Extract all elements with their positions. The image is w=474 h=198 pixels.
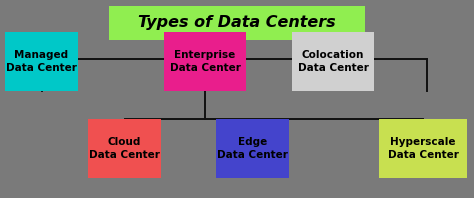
FancyBboxPatch shape [109, 6, 365, 40]
FancyBboxPatch shape [216, 119, 289, 178]
Text: Hyperscale
Data Center: Hyperscale Data Center [388, 137, 458, 160]
Text: Types of Data Centers: Types of Data Centers [138, 15, 336, 30]
Text: Enterprise
Data Center: Enterprise Data Center [170, 50, 240, 73]
FancyBboxPatch shape [5, 32, 78, 91]
Text: Colocation
Data Center: Colocation Data Center [298, 50, 368, 73]
Text: Managed
Data Center: Managed Data Center [6, 50, 77, 73]
FancyBboxPatch shape [292, 32, 374, 91]
FancyBboxPatch shape [88, 119, 161, 178]
Text: Edge
Data Center: Edge Data Center [217, 137, 288, 160]
FancyBboxPatch shape [164, 32, 246, 91]
FancyBboxPatch shape [379, 119, 467, 178]
Text: Cloud
Data Center: Cloud Data Center [89, 137, 160, 160]
